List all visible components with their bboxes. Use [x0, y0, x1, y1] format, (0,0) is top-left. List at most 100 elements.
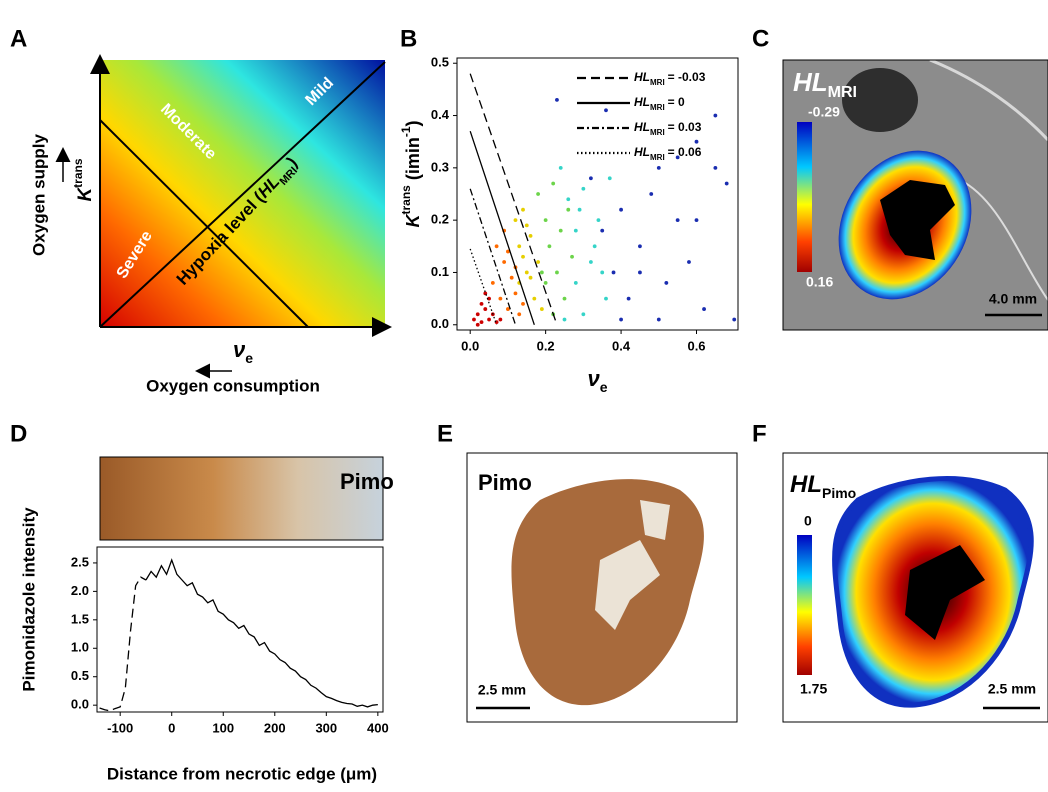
x-tick-label: 0.4	[612, 338, 631, 353]
necrosis	[905, 545, 985, 640]
y-axis-label: Oxygen supply	[29, 134, 48, 256]
scatter-point	[498, 317, 503, 322]
map-title: HLMRI	[793, 67, 857, 101]
y-tick-label: 0.1	[431, 264, 449, 279]
y-symbol-base: K	[75, 187, 96, 202]
x-tick-label: 0.6	[687, 338, 705, 353]
hypoxia-line	[469, 248, 498, 325]
legend-label: = -0.03	[668, 70, 706, 84]
y-tick-label: 2.0	[71, 583, 89, 598]
scatter-point	[494, 244, 499, 249]
scatter-point	[521, 301, 525, 306]
scatter-point	[487, 296, 491, 301]
scatter-point	[524, 270, 529, 275]
scatter-point	[532, 296, 537, 301]
legend-symbol: HL	[634, 70, 650, 84]
scatter-point	[539, 307, 544, 311]
scatter-point	[600, 270, 605, 275]
scatter-point	[588, 260, 593, 264]
legend-symbol: HL	[634, 120, 650, 134]
map-title-symbol: HL	[790, 471, 822, 498]
x-tick-label: 300	[315, 720, 337, 735]
y-tick-label: 0.0	[71, 697, 89, 712]
scatter-point	[656, 317, 661, 322]
scatter-point	[626, 296, 631, 301]
scatter-point	[675, 155, 680, 160]
x-tick-label: 400	[367, 720, 389, 735]
y-label-unit: (imin	[403, 137, 423, 185]
legend-subscript: MRI	[650, 78, 665, 87]
y-symbol-sup: trans	[71, 158, 85, 188]
scatter-point	[483, 307, 488, 311]
scatter-point	[536, 192, 540, 196]
scatter-point	[475, 322, 480, 327]
scatter-point	[524, 223, 529, 228]
colorbar	[797, 535, 812, 675]
scatter-point	[517, 244, 522, 249]
legend-subscript: MRI	[650, 128, 665, 137]
necrosis	[880, 180, 955, 260]
x-tick-label: 200	[264, 720, 286, 735]
x-tick-label: 0.0	[461, 338, 479, 353]
y-axis-label: Pimonidazole intensity	[19, 507, 38, 692]
y-label-base: K	[403, 213, 423, 228]
scatter-point	[619, 317, 623, 322]
scatter-point	[539, 270, 544, 275]
scatter-point	[611, 270, 616, 275]
scatter-point	[687, 260, 691, 264]
intensity-line	[99, 576, 147, 712]
mri-image	[783, 60, 1048, 330]
y-tick-label: 0.5	[71, 668, 89, 683]
colorbar-label: 0	[804, 513, 812, 529]
pimo-strip	[99, 456, 384, 541]
scatter-point	[570, 254, 574, 259]
tissue-necrosis	[640, 500, 670, 540]
scatter-point	[555, 97, 559, 102]
scatter-point	[506, 307, 510, 311]
stain-title: Pimo	[478, 470, 532, 495]
scatter-point	[509, 275, 514, 280]
scatter-point	[528, 275, 533, 280]
inset-label: Pimo	[340, 469, 394, 494]
scatter-point	[600, 228, 605, 233]
y-tick-label: 0.5	[431, 55, 449, 70]
x-symbol-sub: e	[245, 350, 253, 366]
scatter-point	[656, 165, 661, 170]
scatter-point	[588, 176, 593, 181]
y-symbol: Ktrans	[71, 158, 96, 201]
scatter-point	[558, 165, 563, 170]
scatter-point	[502, 260, 507, 264]
scatter-point	[472, 317, 476, 322]
x-symbol: νe	[233, 337, 253, 366]
panel-letter: D	[10, 420, 27, 447]
scatter-point	[638, 244, 642, 249]
colorbar-label: 0.16	[806, 274, 833, 290]
scatter-point	[562, 317, 567, 322]
y-axis-label: Ktrans (imin-1)	[399, 120, 423, 227]
y-label-sup: trans	[399, 185, 413, 215]
mri-contour	[959, 179, 1048, 301]
plot-frame	[96, 546, 384, 713]
scatter-point	[521, 254, 525, 259]
mri-contour	[929, 60, 1048, 142]
x-tick-label: 0	[168, 720, 175, 735]
x-label-base: ν	[587, 366, 600, 391]
y-tick-label: 0.4	[431, 107, 450, 122]
scatter-point	[702, 307, 706, 311]
map-title-sub: Pimo	[822, 485, 856, 501]
scale-bar-label: 4.0 mm	[989, 291, 1037, 307]
scatter-point	[573, 228, 578, 233]
scatter-point	[543, 281, 548, 285]
scatter-point	[732, 317, 737, 322]
x-axis-label: Distance from necrotic edge (μm)	[107, 764, 377, 783]
map-title: HLPimo	[790, 471, 856, 500]
colorbar	[797, 122, 812, 272]
legend-symbol: HL	[634, 95, 650, 109]
y-label-close: )	[403, 120, 423, 126]
scatter-point	[513, 218, 518, 223]
scatter-point	[604, 296, 608, 301]
x-tick-label: 100	[212, 720, 234, 735]
scale-bar-label: 2.5 mm	[988, 681, 1036, 697]
scatter-point	[713, 165, 718, 170]
scatter-point	[551, 181, 556, 186]
